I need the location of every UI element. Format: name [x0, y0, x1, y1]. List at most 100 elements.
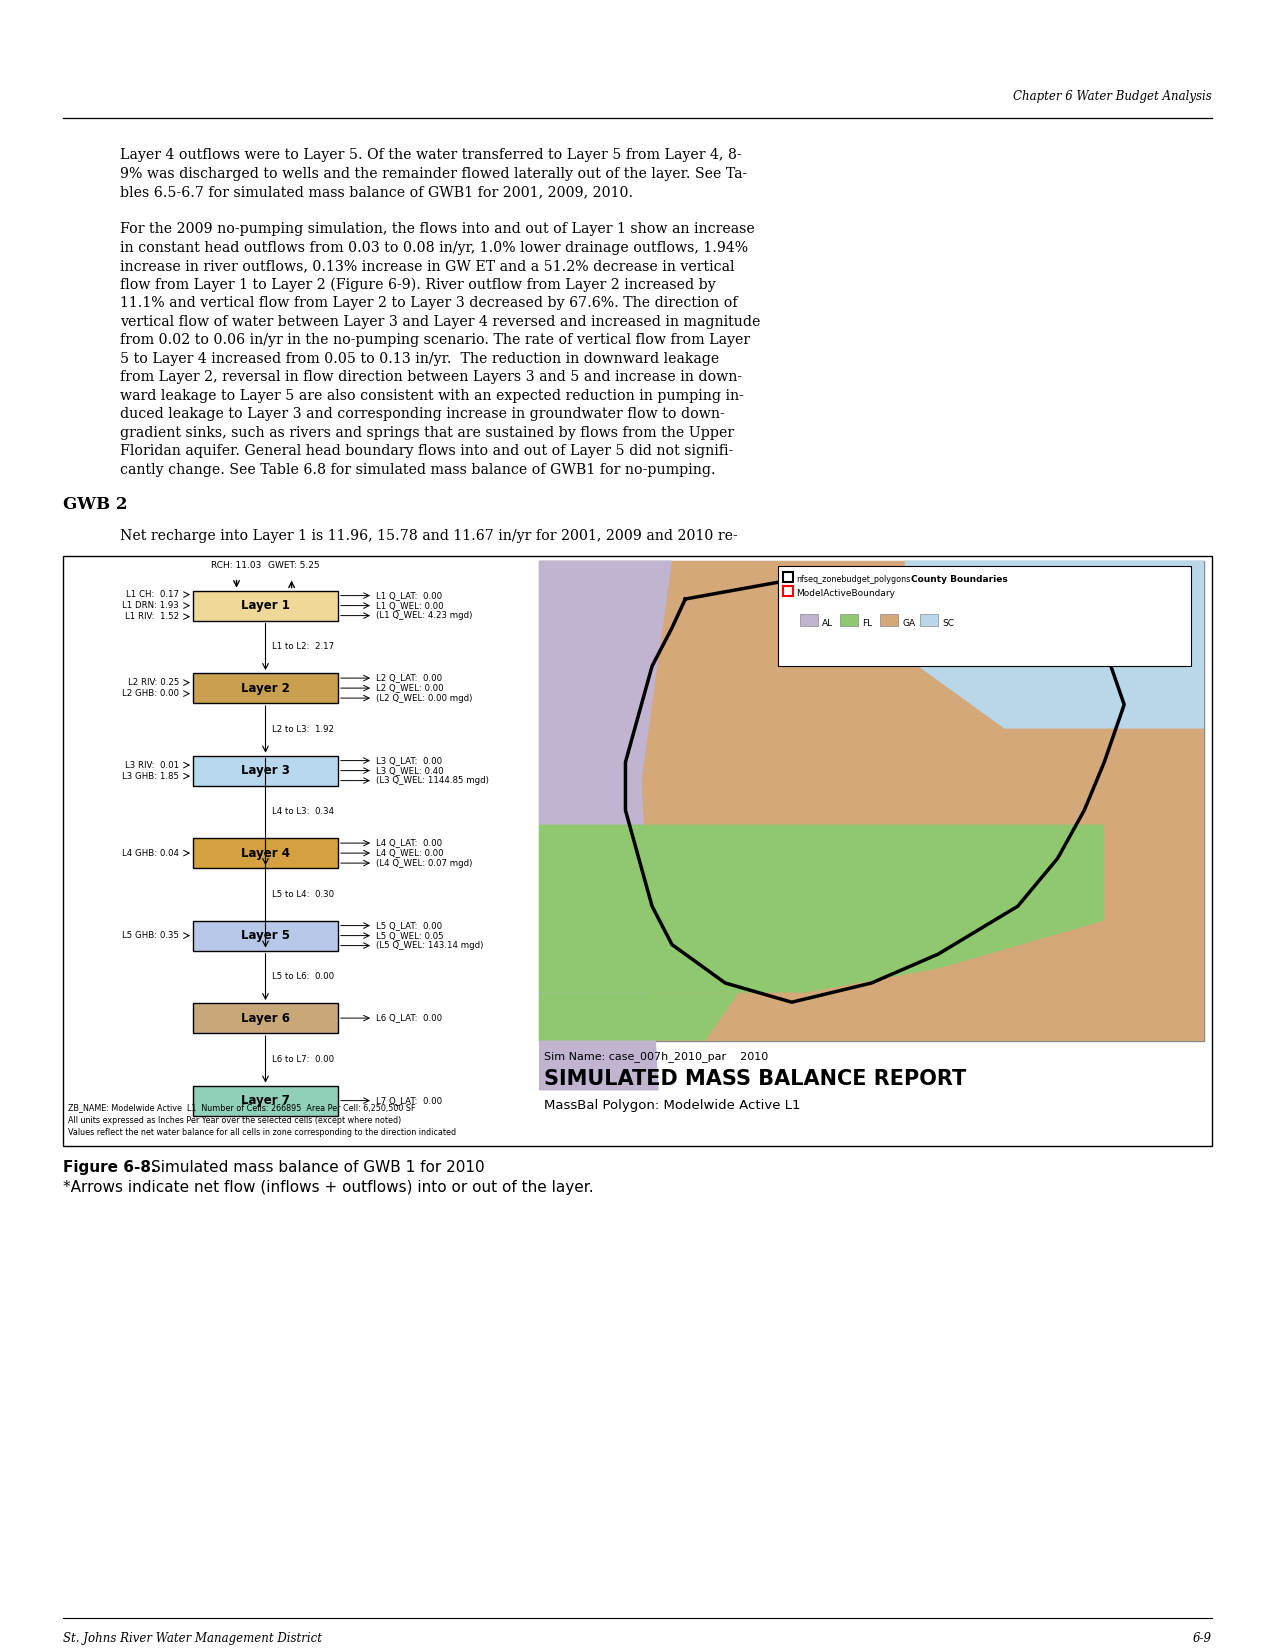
- Text: in constant head outflows from 0.03 to 0.08 in/yr, 1.0% lower drainage outflows,: in constant head outflows from 0.03 to 0…: [120, 241, 748, 254]
- Text: Layer 6: Layer 6: [241, 1012, 289, 1025]
- Text: L3 Q_LAT:  0.00: L3 Q_LAT: 0.00: [376, 756, 442, 764]
- Text: L3 RIV:  0.01: L3 RIV: 0.01: [125, 761, 178, 769]
- Text: L2 Q_LAT:  0.00: L2 Q_LAT: 0.00: [376, 674, 442, 682]
- Text: L7 Q_LAT:  0.00: L7 Q_LAT: 0.00: [376, 1096, 442, 1105]
- Text: L5 Q_LAT:  0.00: L5 Q_LAT: 0.00: [376, 921, 442, 930]
- Text: (L1 Q_WEL: 4.23 mgd): (L1 Q_WEL: 4.23 mgd): [376, 611, 472, 621]
- Text: AL: AL: [822, 619, 834, 627]
- Bar: [193, 756, 338, 786]
- Text: Sim Name: case_007h_2010_par    2010: Sim Name: case_007h_2010_par 2010: [544, 1050, 769, 1062]
- Text: ModelActiveBoundary: ModelActiveBoundary: [797, 589, 895, 598]
- Bar: [193, 921, 338, 951]
- Text: L4 to L3:  0.34: L4 to L3: 0.34: [272, 807, 334, 816]
- Text: duced leakage to Layer 3 and corresponding increase in groundwater flow to down-: duced leakage to Layer 3 and correspondi…: [120, 408, 724, 421]
- Text: 9% was discharged to wells and the remainder flowed laterally out of the layer. : 9% was discharged to wells and the remai…: [120, 167, 747, 180]
- Bar: [783, 571, 793, 581]
- Text: ward leakage to Layer 5 are also consistent with an expected reduction in pumpin: ward leakage to Layer 5 are also consist…: [120, 388, 743, 403]
- Bar: [62, 556, 1213, 1146]
- Text: (L4 Q_WEL: 0.07 mgd): (L4 Q_WEL: 0.07 mgd): [376, 859, 472, 867]
- Text: 11.1% and vertical flow from Layer 2 to Layer 3 decreased by 67.6%. The directio: 11.1% and vertical flow from Layer 2 to …: [120, 296, 738, 310]
- Text: GWET: 5.25: GWET: 5.25: [268, 561, 320, 570]
- Text: 6-9: 6-9: [1193, 1631, 1213, 1644]
- Text: bles 6.5-6.7 for simulated mass balance of GWB1 for 2001, 2009, 2010.: bles 6.5-6.7 for simulated mass balance …: [120, 185, 634, 200]
- Bar: [193, 1004, 338, 1034]
- Text: L6 to L7:  0.00: L6 to L7: 0.00: [272, 1055, 334, 1063]
- Text: L4 Q_LAT:  0.00: L4 Q_LAT: 0.00: [376, 839, 442, 847]
- Bar: [539, 561, 1204, 1040]
- Text: Layer 5: Layer 5: [241, 930, 289, 943]
- Text: For the 2009 no-pumping simulation, the flows into and out of Layer 1 show an in: For the 2009 no-pumping simulation, the …: [120, 221, 755, 236]
- Text: cantly change. See Table 6.8 for simulated mass balance of GWB1 for no-pumping.: cantly change. See Table 6.8 for simulat…: [120, 462, 715, 477]
- Bar: [881, 614, 899, 626]
- Text: Layer 2: Layer 2: [241, 682, 289, 695]
- Text: L1 RIV:  1.52: L1 RIV: 1.52: [125, 613, 178, 621]
- Text: ZB_NAME: Modelwide Active  L1  Number of Cells: 266895  Area Per Cell: 6,250,500: ZB_NAME: Modelwide Active L1 Number of C…: [68, 1103, 416, 1113]
- Text: SIMULATED MASS BALANCE REPORT: SIMULATED MASS BALANCE REPORT: [544, 1068, 966, 1088]
- Text: from Layer 2, reversal in flow direction between Layers 3 and 5 and increase in : from Layer 2, reversal in flow direction…: [120, 370, 742, 385]
- Text: Floridan aquifer. General head boundary flows into and out of Layer 5 did not si: Floridan aquifer. General head boundary …: [120, 444, 733, 457]
- Text: L1 Q_WEL: 0.00: L1 Q_WEL: 0.00: [376, 601, 444, 611]
- Bar: [783, 586, 793, 596]
- Bar: [193, 591, 338, 621]
- Text: Layer 1: Layer 1: [241, 599, 289, 613]
- Text: L6 Q_LAT:  0.00: L6 Q_LAT: 0.00: [376, 1014, 442, 1022]
- Text: L1 Q_LAT:  0.00: L1 Q_LAT: 0.00: [376, 591, 442, 599]
- Bar: [921, 614, 938, 626]
- Text: GA: GA: [903, 619, 915, 627]
- Text: vertical flow of water between Layer 3 and Layer 4 reversed and increased in mag: vertical flow of water between Layer 3 a…: [120, 314, 760, 329]
- Bar: [539, 561, 1204, 1040]
- Text: (L5 Q_WEL: 143.14 mgd): (L5 Q_WEL: 143.14 mgd): [376, 941, 483, 949]
- Text: L1 to L2:  2.17: L1 to L2: 2.17: [272, 642, 334, 652]
- Text: L4 GHB: 0.04: L4 GHB: 0.04: [122, 849, 179, 857]
- Text: L2 Q_WEL: 0.00: L2 Q_WEL: 0.00: [376, 684, 444, 693]
- Text: L5 to L6:  0.00: L5 to L6: 0.00: [272, 972, 334, 981]
- Text: L1 CH:  0.17: L1 CH: 0.17: [126, 589, 179, 599]
- Bar: [801, 614, 819, 626]
- Text: County Boundaries: County Boundaries: [912, 575, 1009, 583]
- Text: (L3 Q_WEL: 1144.85 mgd): (L3 Q_WEL: 1144.85 mgd): [376, 776, 488, 786]
- Text: 5 to Layer 4 increased from 0.05 to 0.13 in/yr.  The reduction in downward leaka: 5 to Layer 4 increased from 0.05 to 0.13…: [120, 352, 719, 365]
- Polygon shape: [539, 992, 738, 1040]
- Text: Layer 7: Layer 7: [241, 1095, 289, 1108]
- Text: MassBal Polygon: Modelwide Active L1: MassBal Polygon: Modelwide Active L1: [544, 1098, 801, 1111]
- Text: FL: FL: [862, 619, 872, 627]
- Text: All units expressed as Inches Per Year over the selected cells (except where not: All units expressed as Inches Per Year o…: [68, 1116, 402, 1124]
- Text: RCH: 11.03: RCH: 11.03: [212, 561, 261, 570]
- Text: SC: SC: [942, 619, 955, 627]
- Polygon shape: [539, 824, 1104, 992]
- Text: L5 to L4:  0.30: L5 to L4: 0.30: [272, 890, 334, 898]
- Text: L2 GHB: 0.00: L2 GHB: 0.00: [122, 688, 179, 698]
- Text: nfseq_zonebudget_polygons: nfseq_zonebudget_polygons: [797, 575, 910, 583]
- Text: Layer 3: Layer 3: [241, 764, 289, 778]
- Text: L2 to L3:  1.92: L2 to L3: 1.92: [272, 725, 334, 733]
- Polygon shape: [905, 561, 1204, 728]
- Bar: [193, 674, 338, 703]
- Polygon shape: [539, 561, 672, 801]
- Bar: [779, 566, 1191, 665]
- Text: *Arrows indicate net flow (inflows + outflows) into or out of the layer.: *Arrows indicate net flow (inflows + out…: [62, 1179, 594, 1195]
- Text: Values reflect the net water balance for all cells in zone corresponding to the : Values reflect the net water balance for…: [68, 1128, 456, 1136]
- Bar: [193, 839, 338, 868]
- Bar: [840, 614, 858, 626]
- Polygon shape: [539, 611, 659, 1090]
- Text: St. Johns River Water Management District: St. Johns River Water Management Distric…: [62, 1631, 323, 1644]
- Bar: [193, 1086, 338, 1116]
- Text: Layer 4: Layer 4: [241, 847, 289, 860]
- Text: increase in river outflows, 0.13% increase in GW ET and a 51.2% decrease in vert: increase in river outflows, 0.13% increa…: [120, 259, 734, 272]
- Text: Net recharge into Layer 1 is 11.96, 15.78 and 11.67 in/yr for 2001, 2009 and 201: Net recharge into Layer 1 is 11.96, 15.7…: [120, 528, 738, 543]
- Text: Simulated mass balance of GWB 1 for 2010: Simulated mass balance of GWB 1 for 2010: [150, 1159, 484, 1174]
- Text: L5 Q_WEL: 0.05: L5 Q_WEL: 0.05: [376, 931, 444, 939]
- Text: flow from Layer 1 to Layer 2 (Figure 6-9). River outflow from Layer 2 increased : flow from Layer 1 to Layer 2 (Figure 6-9…: [120, 277, 715, 292]
- Text: GWB 2: GWB 2: [62, 495, 128, 513]
- Text: L1 DRN: 1.93: L1 DRN: 1.93: [122, 601, 179, 611]
- Text: Chapter 6 Water Budget Analysis: Chapter 6 Water Budget Analysis: [1014, 91, 1213, 102]
- Text: gradient sinks, such as rivers and springs that are sustained by flows from the : gradient sinks, such as rivers and sprin…: [120, 426, 734, 439]
- Text: L3 Q_WEL: 0.40: L3 Q_WEL: 0.40: [376, 766, 444, 774]
- Text: from 0.02 to 0.06 in/yr in the no-pumping scenario. The rate of vertical flow fr: from 0.02 to 0.06 in/yr in the no-pumpin…: [120, 334, 750, 347]
- Text: L5 GHB: 0.35: L5 GHB: 0.35: [122, 931, 179, 939]
- Text: (L2 Q_WEL: 0.00 mgd): (L2 Q_WEL: 0.00 mgd): [376, 693, 472, 703]
- Text: Figure 6-8.: Figure 6-8.: [62, 1159, 157, 1174]
- Text: L2 RIV: 0.25: L2 RIV: 0.25: [128, 679, 178, 687]
- Text: L3 GHB: 1.85: L3 GHB: 1.85: [122, 771, 179, 781]
- Text: Layer 4 outflows were to Layer 5. Of the water transferred to Layer 5 from Layer: Layer 4 outflows were to Layer 5. Of the…: [120, 149, 742, 162]
